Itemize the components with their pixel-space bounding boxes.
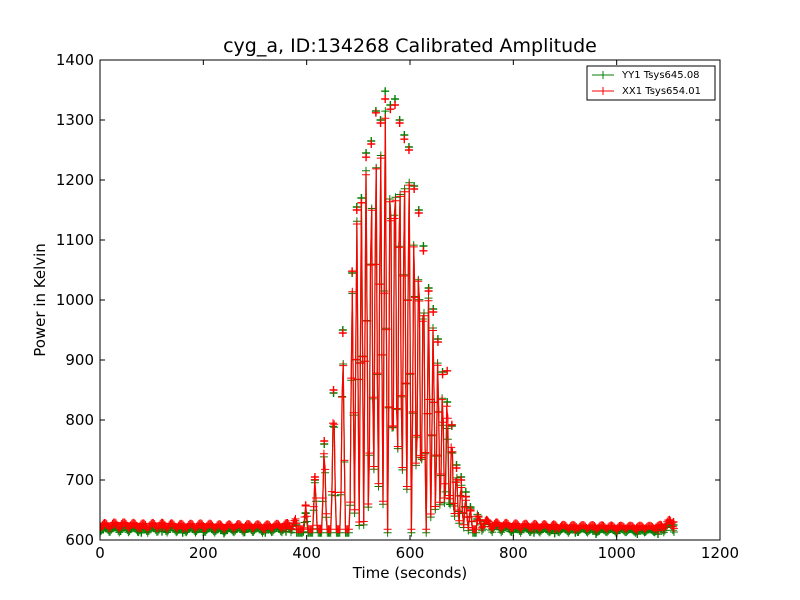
data-point [357, 198, 366, 207]
x-tick: 400 [292, 60, 321, 562]
data-point [433, 338, 442, 346]
data-point [367, 140, 376, 148]
x-tick: 200 [189, 60, 218, 562]
data-point [100, 528, 104, 537]
x-axis-label: Time (seconds) [352, 564, 468, 582]
x-tick-label: 0 [95, 544, 105, 562]
plot-frame [99, 59, 721, 541]
y-tick-label: 1400 [56, 51, 94, 69]
data-point [240, 524, 249, 533]
data-point [410, 185, 419, 193]
series-xx1 [100, 95, 678, 535]
data-point [654, 526, 662, 535]
data-point [386, 105, 395, 114]
x-tick-label: 400 [292, 544, 321, 562]
data-point [320, 437, 329, 445]
data-point [473, 516, 482, 525]
data-point [220, 525, 228, 534]
data-point [376, 119, 385, 127]
data-point [301, 501, 310, 510]
x-tick: 600 [396, 60, 425, 562]
data-point [400, 135, 409, 144]
data-point [530, 524, 538, 533]
legend: YY1 Tsys645.08 XX1 Tsys654.01 [586, 65, 716, 101]
x-tick: 800 [499, 60, 528, 562]
data-point [550, 525, 559, 534]
data-point [443, 366, 452, 375]
legend-marker-xx1 [599, 87, 607, 95]
data-point [633, 526, 642, 535]
y-tick: 1100 [56, 231, 720, 249]
data-point [329, 386, 338, 394]
data-point [612, 526, 621, 535]
x-tick-label: 1000 [598, 544, 636, 562]
y-tick-label: 900 [65, 351, 94, 369]
data-point [292, 519, 301, 528]
data-point [414, 209, 423, 217]
data-point [419, 246, 428, 255]
series-line [100, 118, 675, 531]
y-tick: 700 [65, 471, 720, 489]
data-point [158, 523, 166, 532]
data-point [381, 95, 390, 103]
data-point [100, 524, 104, 532]
data-point [461, 492, 470, 501]
x-tick: 1000 [598, 60, 636, 562]
data-point [488, 522, 497, 531]
data-point [395, 119, 404, 127]
data-point [371, 108, 380, 117]
data-point [669, 518, 678, 526]
y-tick-label: 600 [65, 531, 94, 549]
y-tick: 1000 [56, 291, 720, 309]
y-axis-label: Power in Kelvin [31, 243, 49, 357]
y-tick: 900 [65, 351, 720, 369]
y-tick-label: 800 [65, 411, 94, 429]
data-point [391, 101, 400, 109]
series-layer [100, 87, 678, 538]
legend-box [586, 65, 716, 101]
data-point [404, 146, 413, 154]
legend-label-yy1: YY1 Tsys645.08 [621, 70, 700, 81]
data-point [348, 267, 357, 276]
data-point [261, 525, 270, 534]
data-point [310, 473, 319, 481]
chart-title: cyg_a, ID:134268 Calibrated Amplitude [223, 35, 597, 57]
y-tick-label: 1200 [56, 171, 94, 189]
data-point [178, 524, 187, 533]
x-tick-label: 800 [499, 544, 528, 562]
data-point [381, 87, 390, 96]
legend-label-xx1: XX1 Tsys654.01 [622, 86, 701, 97]
data-point [282, 524, 290, 532]
ticks-layer: 0 200 400 600 800 1000 1200 600 700 800 900 1000 110… [56, 51, 739, 562]
data-point [429, 308, 438, 316]
y-tick-label: 1100 [56, 231, 94, 249]
data-point [338, 329, 347, 337]
series-markers [100, 114, 678, 534]
data-point [116, 522, 125, 531]
data-point [352, 206, 361, 214]
data-point [452, 464, 461, 472]
data-point [571, 525, 580, 534]
x-tick-label: 200 [189, 544, 218, 562]
data-point [424, 287, 433, 295]
data-point [362, 153, 371, 162]
x-tick-label: 600 [396, 544, 425, 562]
legend-marker-yy1 [599, 71, 607, 79]
y-tick: 1200 [56, 171, 720, 189]
data-point [438, 370, 447, 379]
y-tick: 1300 [56, 111, 720, 129]
data-point [509, 524, 518, 532]
data-point [137, 524, 146, 532]
data-point [447, 420, 456, 429]
data-point [457, 476, 466, 484]
y-tick-label: 1000 [56, 291, 94, 309]
y-tick-label: 1300 [56, 111, 94, 129]
data-point [592, 525, 600, 534]
data-point [466, 506, 475, 514]
y-tick-label: 700 [65, 471, 94, 489]
data-point [199, 524, 208, 532]
y-tick: 800 [65, 411, 720, 429]
x-tick-label: 1200 [701, 544, 739, 562]
